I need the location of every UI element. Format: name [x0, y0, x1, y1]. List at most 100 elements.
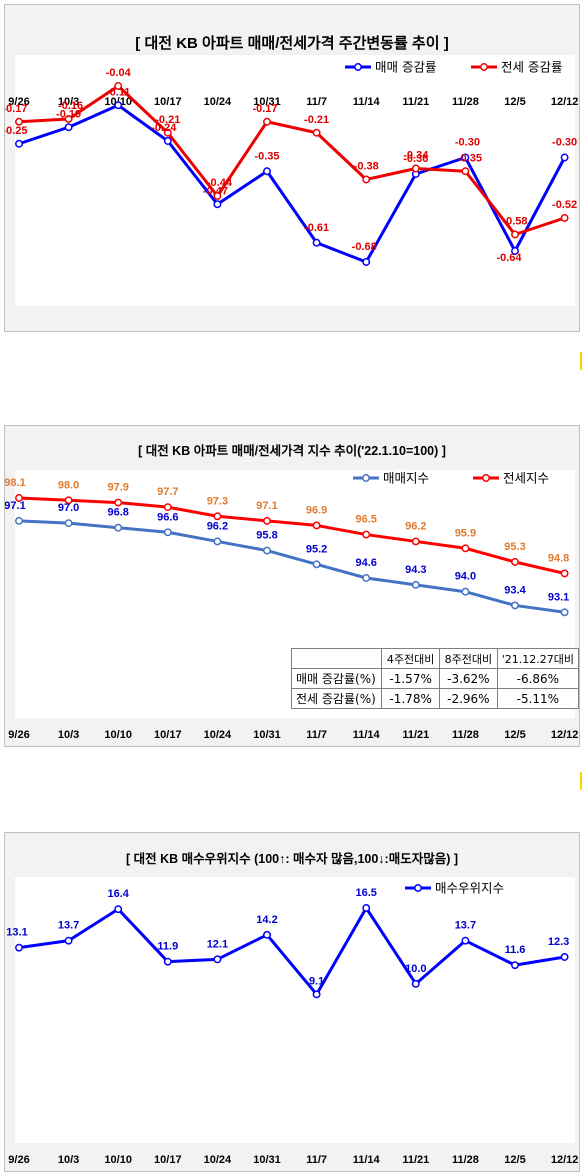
legend-label: 매수우위지수	[435, 881, 504, 896]
x-tick-label: 11/7	[306, 96, 327, 108]
data-label: 12.1	[207, 938, 228, 950]
data-label: -0.64	[496, 252, 522, 264]
data-point	[114, 82, 123, 90]
data-point	[312, 128, 321, 137]
data-point	[114, 101, 123, 110]
series-line	[18, 519, 565, 614]
legend-label: 전세 증감률	[501, 60, 562, 75]
data-label: 13.7	[455, 920, 476, 932]
data-label: 95.3	[504, 541, 525, 553]
chart-panel-buyer-index: [ 대전 KB 매수우위지수 (100↑: 매수자 많음,100↓:매도자많음)…	[4, 832, 580, 1172]
series-line	[18, 906, 565, 996]
table-cell: -6.86%	[496, 668, 580, 689]
x-tick-label: 12/12	[551, 1154, 579, 1166]
data-label: -0.17	[5, 103, 28, 115]
data-label: -0.52	[552, 199, 577, 211]
data-point	[461, 544, 470, 553]
data-point	[411, 979, 420, 988]
table-row: 매매 증감률(%) -1.57% -3.62% -6.86%	[290, 668, 580, 689]
side-marker	[580, 772, 582, 790]
legend-label: 매매 증감률	[375, 60, 436, 75]
x-tick-label: 11/14	[353, 1154, 381, 1166]
data-label: -0.34	[403, 150, 429, 162]
data-point	[163, 528, 172, 537]
x-tick-label: 10/31	[253, 96, 281, 108]
data-point	[312, 560, 321, 569]
x-tick-label: 11/28	[452, 96, 479, 108]
x-tick-label: 11/21	[402, 1154, 429, 1166]
chart-title: [ 대전 KB 아파트 매매/전세가격 주간변동률 추이 ]	[135, 35, 449, 52]
buyer-index-chart: 9/26 10/3 10/10 10/17 10/24 10/31 11/7 11/14 11/…	[6, 877, 579, 1166]
data-point	[64, 123, 73, 132]
data-point	[263, 117, 271, 126]
x-tick-label: 10/3	[58, 96, 79, 108]
data-label: -0.30	[455, 137, 480, 149]
data-point	[312, 238, 321, 247]
data-point	[263, 930, 271, 939]
data-label: 96.5	[355, 514, 376, 526]
x-tick-label: 9/26	[8, 1154, 29, 1166]
x-tick-label: 12/5	[504, 96, 525, 108]
x-tick-label: 10/17	[154, 96, 182, 108]
data-label: 93.4	[504, 584, 526, 596]
data-point	[461, 153, 470, 162]
data-point	[163, 128, 172, 137]
data-label: 95.9	[455, 527, 476, 539]
data-point	[15, 117, 23, 126]
data-point	[362, 258, 371, 266]
data-label: -0.35	[254, 150, 279, 162]
data-label: 13.1	[6, 927, 27, 939]
data-label: 16.5	[355, 887, 376, 899]
data-label: 94.0	[455, 571, 476, 583]
side-marker	[580, 352, 582, 370]
data-point	[461, 167, 470, 176]
x-tick-label: 12/12	[551, 729, 579, 741]
data-label: -0.16	[58, 100, 83, 112]
data-label: 12.3	[548, 936, 569, 948]
data-label: 11.9	[157, 941, 178, 953]
data-label: -0.61	[304, 222, 329, 234]
data-point	[411, 164, 420, 173]
data-label: 11.6	[505, 944, 526, 956]
plot-area	[15, 55, 575, 306]
data-label: 93.1	[548, 591, 569, 603]
data-point	[511, 601, 519, 610]
x-tick-label: 10/3	[58, 1154, 79, 1166]
table-header-cell: '21.12.27대비	[496, 648, 580, 669]
plot-area	[15, 877, 575, 1143]
data-label: 96.6	[157, 511, 178, 523]
table-header-row: 4주전대비 8주전대비 '21.12.27대비	[290, 648, 580, 669]
data-point	[362, 904, 371, 912]
data-point	[560, 153, 569, 162]
data-point	[560, 953, 569, 961]
data-point	[114, 498, 123, 507]
data-point	[461, 936, 470, 945]
data-point	[560, 608, 569, 617]
data-point	[213, 192, 222, 200]
table-header-cell: 8주전대비	[439, 648, 498, 669]
data-label: 97.1	[5, 500, 26, 512]
data-label: -0.38	[354, 161, 379, 173]
data-point	[560, 214, 569, 222]
x-tick-label: 10/24	[204, 1154, 232, 1166]
data-point	[213, 200, 222, 209]
legend-label: 전세지수	[503, 471, 549, 486]
data-point	[163, 137, 172, 145]
legend-marker	[414, 884, 422, 892]
data-label: -0.36	[403, 153, 428, 165]
x-tick-label: 11/7	[306, 729, 327, 741]
legend-marker	[362, 474, 370, 482]
data-point	[15, 943, 23, 952]
legend-marker	[482, 474, 490, 482]
data-label: 97.3	[207, 495, 228, 507]
x-tick-label: 12/5	[504, 729, 525, 741]
data-point	[312, 521, 321, 530]
data-label: -0.35	[457, 152, 482, 164]
data-label: 95.2	[306, 543, 327, 555]
chart-title: [ 대전 KB 아파트 매매/전세가격 지수 추이('22.1.10=100) …	[138, 444, 446, 458]
x-tick-label: 12/5	[504, 1154, 525, 1166]
legend-label: 매매지수	[383, 471, 429, 486]
data-point	[15, 494, 23, 502]
data-label: 14.2	[256, 914, 277, 926]
data-label: 97.0	[58, 502, 79, 514]
